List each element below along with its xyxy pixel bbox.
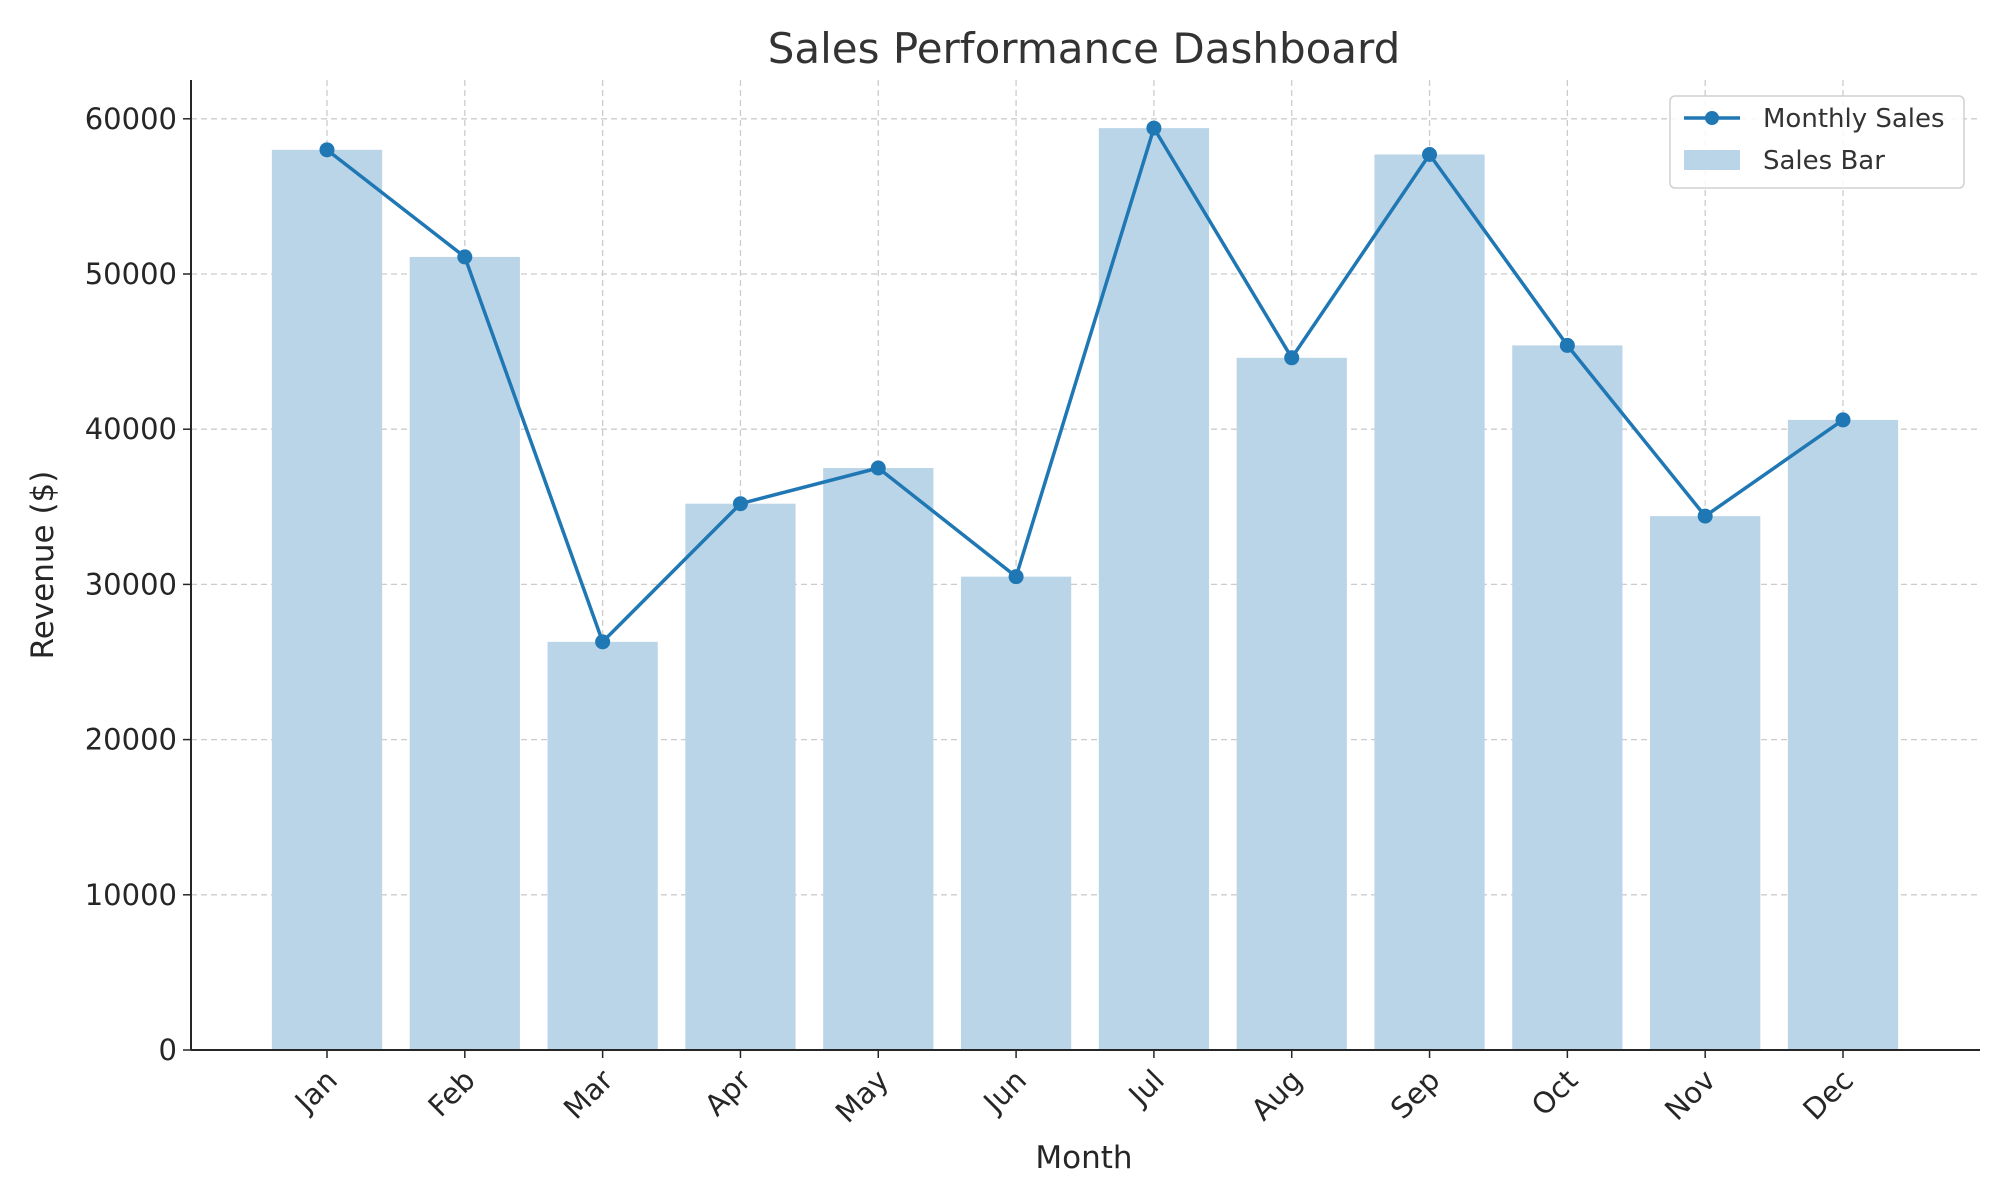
bar [1650,516,1761,1050]
legend-bar-swatch [1684,150,1740,170]
line-point [732,496,748,512]
line-point [1146,120,1162,136]
x-tick-label: Apr [698,1063,758,1123]
bar [547,641,658,1050]
x-tick-label: Nov [1658,1063,1722,1127]
legend-label-line: Monthly Sales [1763,104,1945,134]
x-tick-label: Jul [1121,1063,1171,1113]
line-point [1422,146,1438,162]
line-series [319,120,1851,650]
legend-marker-swatch [1705,111,1719,125]
line-point [870,460,886,476]
bar [271,149,383,1051]
y-tick-label: 30000 [85,567,177,601]
line-point [1697,508,1713,524]
x-tick-label: Sep [1384,1063,1447,1126]
bar [1098,128,1210,1050]
line-point [595,634,611,650]
line-point [457,249,473,265]
y-tick-label: 60000 [85,102,177,136]
bar [1787,419,1899,1050]
line-point [1008,569,1024,585]
y-tick-label: 10000 [85,878,177,912]
line-point [1835,412,1851,428]
x-tick-label: Aug [1245,1063,1309,1127]
y-tick-label: 0 [159,1033,177,1067]
x-tick-label: Jan [287,1063,344,1120]
y-tick-label: 50000 [85,257,177,291]
bar [823,468,934,1050]
chart-title: Sales Performance Dashboard [768,24,1401,73]
bar [409,256,520,1051]
line-point [1284,350,1300,366]
x-tick-label: Oct [1525,1063,1585,1123]
bars [271,128,1899,1051]
line-point [1559,337,1575,353]
x-tick-label: Jun [976,1063,1033,1120]
x-tick-label: May [829,1063,895,1129]
bar [685,503,796,1050]
bar [1512,345,1623,1051]
x-tick-label: Mar [557,1063,620,1126]
bar [1374,154,1485,1051]
x-tick-label: Dec [1796,1063,1860,1127]
y-tick-label: 20000 [85,723,177,757]
y-axis-title: Revenue ($) [25,471,61,660]
x-axis-title: Month [1035,1140,1132,1176]
legend-frame [1669,95,1965,189]
x-tick-label: Feb [421,1063,481,1123]
line-path [325,126,1845,644]
y-tick-label: 40000 [85,412,177,446]
line-point [319,142,335,158]
legend: Monthly Sales Sales Bar [1669,95,1965,189]
bar [1236,357,1347,1051]
bar [960,576,1072,1050]
legend-label-bar: Sales Bar [1763,146,1885,176]
